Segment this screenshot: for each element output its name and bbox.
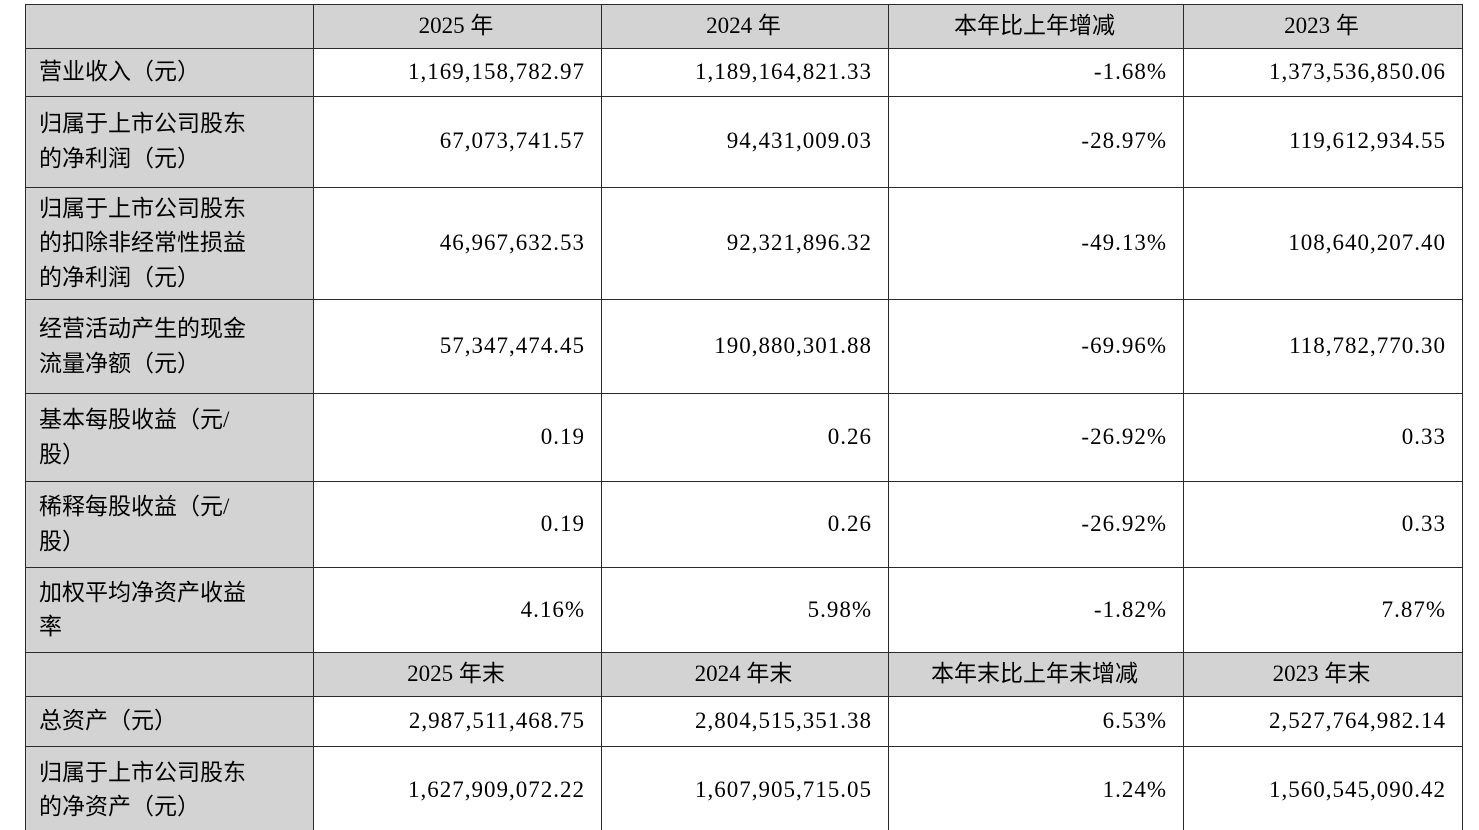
- value-cell: 4.16%: [313, 567, 602, 653]
- value-cell: -49.13%: [888, 186, 1184, 300]
- value-cell: -28.97%: [888, 95, 1184, 188]
- value-cell: 57,347,474.45: [313, 299, 602, 394]
- row-label: 经营活动产生的现金 流量净额（元）: [25, 299, 314, 394]
- value-cell: -26.92%: [888, 393, 1184, 482]
- value-cell: 46,967,632.53: [313, 186, 602, 300]
- value-cell: -1.82%: [888, 567, 1184, 653]
- header-2024: 2024 年: [601, 4, 889, 49]
- row-label: 稀释每股收益（元/ 股）: [25, 481, 314, 568]
- table-row-weighted-avg-roe: 加权平均净资产收益 率 4.16% 5.98% -1.82% 7.87%: [25, 567, 1463, 653]
- value-cell: -1.68%: [888, 47, 1184, 97]
- table-row-net-assets: 归属于上市公司股东 的净资产（元） 1,627,909,072.22 1,607…: [25, 745, 1463, 830]
- value-cell: 108,640,207.40: [1183, 186, 1463, 300]
- value-cell: 0.19: [313, 393, 602, 482]
- row-label: 营业收入（元）: [25, 47, 314, 97]
- value-cell: 1,560,545,090.42: [1183, 745, 1463, 830]
- value-cell: 92,321,896.32: [601, 186, 889, 300]
- row-label: 加权平均净资产收益 率: [25, 567, 314, 653]
- value-cell: 0.26: [601, 481, 889, 568]
- table-row-operating-cash-flow: 经营活动产生的现金 流量净额（元） 57,347,474.45 190,880,…: [25, 299, 1463, 394]
- table-row-net-profit-deducted: 归属于上市公司股东 的扣除非经常性损益 的净利润（元） 46,967,632.5…: [25, 186, 1463, 300]
- table-row-revenue: 营业收入（元） 1,169,158,782.97 1,189,164,821.3…: [25, 47, 1463, 97]
- value-cell: 5.98%: [601, 567, 889, 653]
- table-row-net-profit: 归属于上市公司股东 的净利润（元） 67,073,741.57 94,431,0…: [25, 95, 1463, 188]
- row-label: 归属于上市公司股东 的净利润（元）: [25, 95, 314, 188]
- value-cell: 0.33: [1183, 393, 1463, 482]
- value-cell: 1,373,536,850.06: [1183, 47, 1463, 97]
- financial-summary-table: 2025 年 2024 年 本年比上年增减 2023 年 营业收入（元） 1,1…: [25, 4, 1463, 830]
- value-cell: 67,073,741.57: [313, 95, 602, 188]
- header-row-end-of-year: 2025 年末 2024 年末 本年末比上年末增减 2023 年末: [25, 652, 1463, 697]
- value-cell: 1.24%: [888, 745, 1184, 830]
- table-row-total-assets: 总资产（元） 2,987,511,468.75 2,804,515,351.38…: [25, 695, 1463, 747]
- value-cell: 0.26: [601, 393, 889, 482]
- value-cell: 1,627,909,072.22: [313, 745, 602, 830]
- row-label: 归属于上市公司股东 的扣除非经常性损益 的净利润（元）: [25, 186, 314, 300]
- value-cell: 2,804,515,351.38: [601, 695, 889, 747]
- value-cell: 6.53%: [888, 695, 1184, 747]
- value-cell: 1,607,905,715.05: [601, 745, 889, 830]
- value-cell: 94,431,009.03: [601, 95, 889, 188]
- row-label: 总资产（元）: [25, 695, 314, 747]
- header-2023: 2023 年: [1183, 4, 1463, 49]
- value-cell: 190,880,301.88: [601, 299, 889, 394]
- value-cell: 1,169,158,782.97: [313, 47, 602, 97]
- header-eoy-change: 本年末比上年末增减: [888, 652, 1184, 697]
- value-cell: -26.92%: [888, 481, 1184, 568]
- table-row-basic-eps: 基本每股收益（元/ 股） 0.19 0.26 -26.92% 0.33: [25, 393, 1463, 482]
- value-cell: 1,189,164,821.33: [601, 47, 889, 97]
- value-cell: 0.33: [1183, 481, 1463, 568]
- header-2025-eoy: 2025 年末: [313, 652, 602, 697]
- header-blank-cell: [25, 4, 314, 49]
- value-cell: 2,987,511,468.75: [313, 695, 602, 747]
- header-2025: 2025 年: [313, 4, 602, 49]
- value-cell: 2,527,764,982.14: [1183, 695, 1463, 747]
- value-cell: 7.87%: [1183, 567, 1463, 653]
- table-row-diluted-eps: 稀释每股收益（元/ 股） 0.19 0.26 -26.92% 0.33: [25, 481, 1463, 568]
- row-label: 基本每股收益（元/ 股）: [25, 393, 314, 482]
- header-2024-eoy: 2024 年末: [601, 652, 889, 697]
- row-label: 归属于上市公司股东 的净资产（元）: [25, 745, 314, 830]
- header-blank-cell: [25, 652, 314, 697]
- value-cell: 119,612,934.55: [1183, 95, 1463, 188]
- header-yoy-change: 本年比上年增减: [888, 4, 1184, 49]
- header-row-annual: 2025 年 2024 年 本年比上年增减 2023 年: [25, 4, 1463, 49]
- value-cell: -69.96%: [888, 299, 1184, 394]
- value-cell: 118,782,770.30: [1183, 299, 1463, 394]
- value-cell: 0.19: [313, 481, 602, 568]
- header-2023-eoy: 2023 年末: [1183, 652, 1463, 697]
